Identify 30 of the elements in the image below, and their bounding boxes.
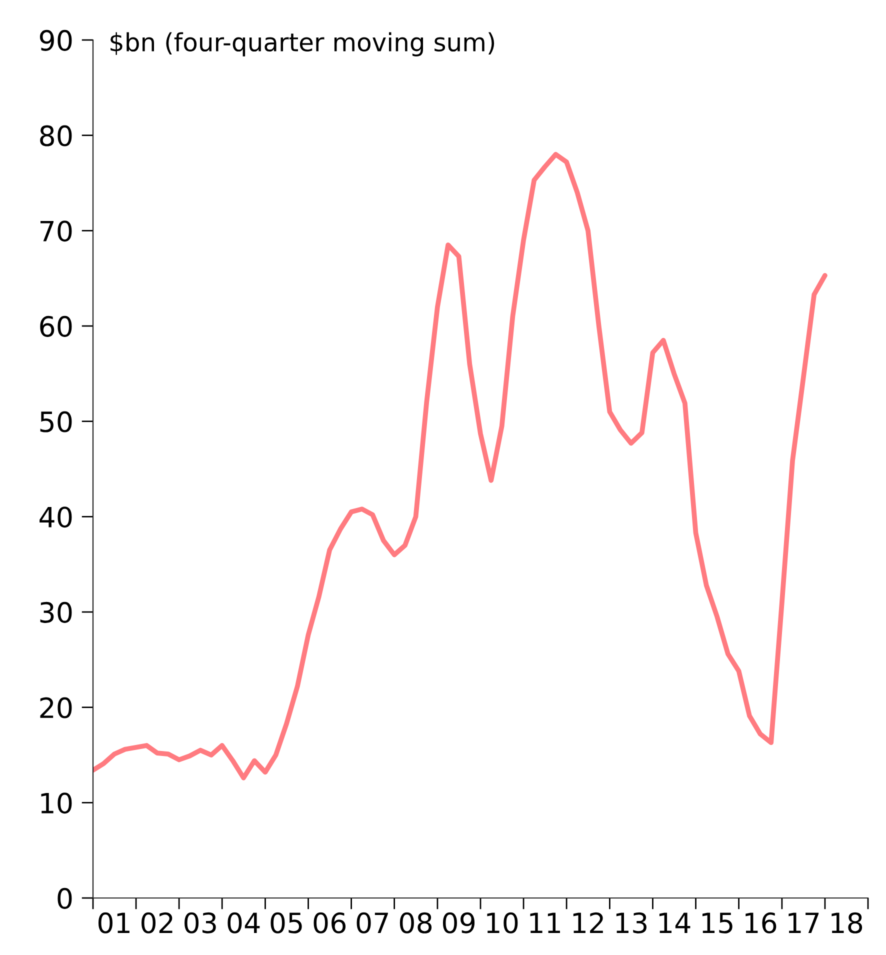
y-tick-label: 30 bbox=[40, 602, 72, 623]
x-tick-label: 16 bbox=[746, 912, 776, 934]
y-tick-label: 10 bbox=[41, 792, 72, 814]
x-tick-label: 02 bbox=[142, 912, 172, 934]
y-axis-title: $bn (four-quarter moving sum) bbox=[110, 32, 494, 56]
y-tick-label: 90 bbox=[40, 30, 72, 51]
x-tick-label: 04 bbox=[228, 912, 260, 934]
y-tick-label: 70 bbox=[40, 220, 72, 242]
x-tick-label: 01 bbox=[98, 912, 130, 934]
x-tick-label: 09 bbox=[442, 912, 475, 934]
y-tick-label: 50 bbox=[40, 411, 72, 432]
x-tick-label: 07 bbox=[356, 912, 388, 934]
x-tick-label: 06 bbox=[314, 912, 346, 934]
line-series bbox=[93, 152, 828, 780]
y-tick-label: 80 bbox=[40, 125, 72, 146]
x-tick-label: 13 bbox=[616, 912, 646, 934]
x-tick-label: 18 bbox=[832, 912, 862, 934]
y-tick-label: 60 bbox=[40, 316, 72, 337]
y-tick-label: 20 bbox=[40, 697, 72, 718]
x-tick-label: 03 bbox=[184, 912, 216, 934]
x-tick-label: 14 bbox=[659, 912, 690, 933]
y-tick-label: 0 bbox=[58, 888, 72, 909]
x-tick-label: 17 bbox=[788, 912, 819, 933]
x-tick-label: 15 bbox=[702, 912, 732, 934]
x-tick-label: 08 bbox=[400, 912, 432, 934]
x-tick-label: 10 bbox=[487, 912, 518, 934]
x-tick-label: 12 bbox=[573, 912, 603, 933]
y-tick-label: 40 bbox=[40, 506, 72, 528]
x-tick-label: 11 bbox=[530, 912, 560, 933]
x-tick-label: 05 bbox=[270, 912, 302, 934]
